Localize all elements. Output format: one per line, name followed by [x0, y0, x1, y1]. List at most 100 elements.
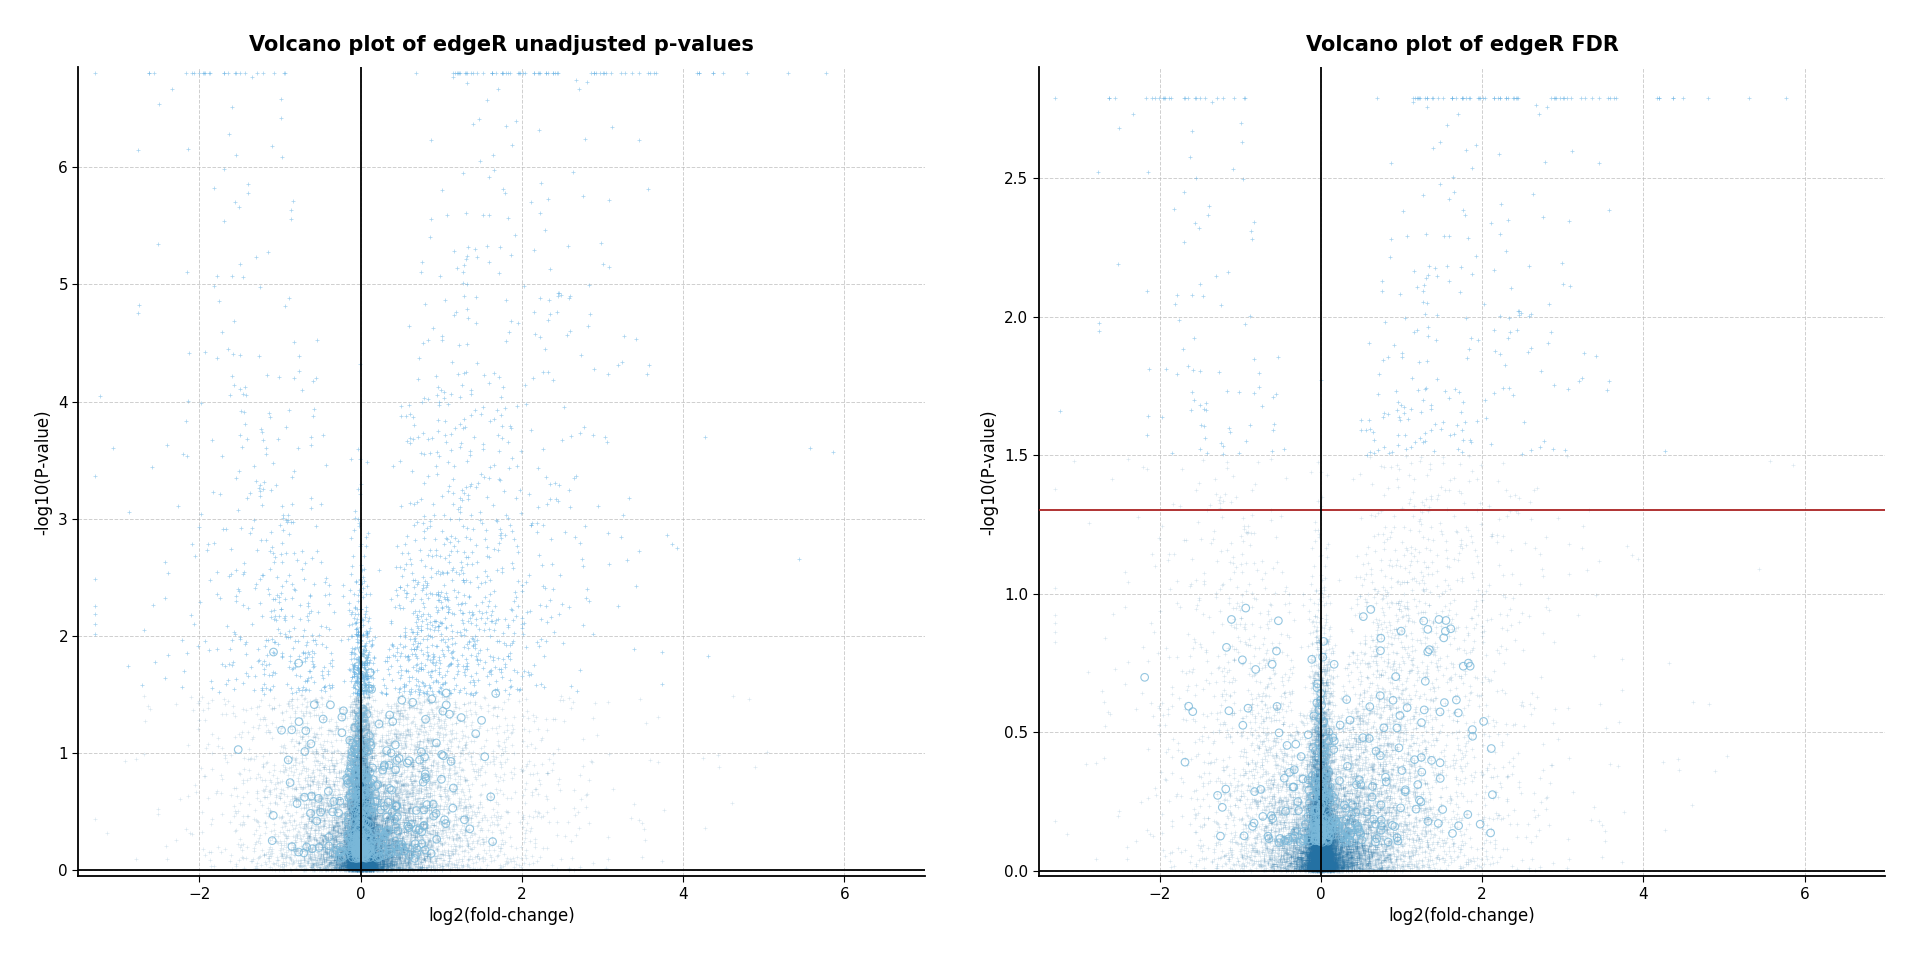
Point: [1304, 834, 1334, 850]
Point: [1298, 736, 1329, 752]
Point: [1194, 766, 1225, 781]
Point: [1306, 803, 1336, 818]
Point: [342, 850, 372, 865]
Point: [1332, 859, 1363, 875]
Point: [363, 854, 394, 870]
Point: [1323, 797, 1354, 812]
Point: [1319, 835, 1350, 851]
Point: [384, 856, 415, 872]
Point: [1263, 851, 1294, 866]
Point: [1342, 812, 1373, 828]
Point: [1402, 781, 1432, 797]
Point: [1300, 740, 1331, 756]
Point: [346, 780, 376, 796]
Point: [346, 796, 376, 811]
Point: [334, 827, 365, 842]
Point: [1308, 709, 1338, 725]
Point: [1394, 821, 1425, 836]
Point: [317, 847, 348, 862]
Point: [351, 846, 382, 861]
Point: [1292, 855, 1323, 871]
Point: [1275, 800, 1306, 815]
Point: [330, 719, 361, 734]
Point: [1315, 818, 1346, 833]
Point: [1344, 799, 1375, 814]
Point: [1325, 862, 1356, 877]
Point: [365, 851, 396, 866]
Point: [344, 830, 374, 846]
Point: [1428, 482, 1459, 497]
Point: [1304, 836, 1334, 852]
Point: [1354, 858, 1384, 874]
Point: [428, 384, 459, 399]
Point: [1311, 818, 1342, 833]
Point: [336, 861, 367, 876]
Point: [353, 835, 384, 851]
Point: [348, 782, 378, 798]
Point: [1309, 826, 1340, 841]
Point: [349, 797, 380, 812]
Point: [351, 839, 382, 854]
Point: [1309, 783, 1340, 799]
Point: [394, 725, 424, 740]
Point: [1369, 853, 1400, 869]
Point: [338, 814, 369, 829]
Point: [1317, 809, 1348, 825]
Point: [1317, 856, 1348, 872]
Point: [426, 642, 457, 658]
Point: [1317, 819, 1348, 834]
Point: [1313, 784, 1344, 800]
Point: [1363, 760, 1394, 776]
Point: [1309, 661, 1340, 677]
Point: [1327, 849, 1357, 864]
Point: [1356, 791, 1386, 806]
Point: [338, 748, 369, 763]
Point: [430, 685, 461, 701]
Point: [1332, 825, 1363, 840]
Point: [317, 789, 348, 804]
Point: [1309, 854, 1340, 870]
Point: [344, 862, 374, 877]
Point: [342, 846, 372, 861]
Point: [564, 348, 595, 363]
Point: [1417, 732, 1448, 747]
Point: [1304, 841, 1334, 856]
Point: [340, 845, 371, 860]
Point: [378, 817, 409, 832]
Point: [1300, 830, 1331, 846]
Point: [380, 804, 411, 819]
Point: [357, 862, 388, 877]
Point: [1313, 826, 1344, 841]
Point: [1275, 786, 1306, 802]
Point: [344, 804, 374, 820]
Point: [1304, 855, 1334, 871]
Point: [1298, 825, 1329, 840]
Point: [1306, 850, 1336, 865]
Point: [349, 824, 380, 839]
Point: [344, 848, 374, 863]
Point: [1300, 860, 1331, 876]
Point: [1309, 768, 1340, 783]
Point: [390, 800, 420, 815]
Point: [1319, 846, 1350, 861]
Point: [380, 837, 411, 852]
Point: [284, 780, 315, 795]
Point: [1315, 822, 1346, 837]
Point: [1300, 808, 1331, 824]
Point: [348, 859, 378, 875]
Point: [1294, 837, 1325, 852]
Point: [328, 857, 359, 873]
Point: [534, 306, 564, 322]
Point: [1308, 807, 1338, 823]
Point: [344, 744, 374, 759]
Point: [346, 843, 376, 858]
Point: [1306, 741, 1336, 756]
Point: [428, 632, 459, 647]
Point: [344, 793, 374, 808]
Point: [1288, 857, 1319, 873]
Point: [1296, 827, 1327, 842]
Point: [79, 607, 109, 622]
Point: [244, 850, 275, 865]
Point: [351, 834, 382, 850]
Point: [1306, 862, 1336, 877]
